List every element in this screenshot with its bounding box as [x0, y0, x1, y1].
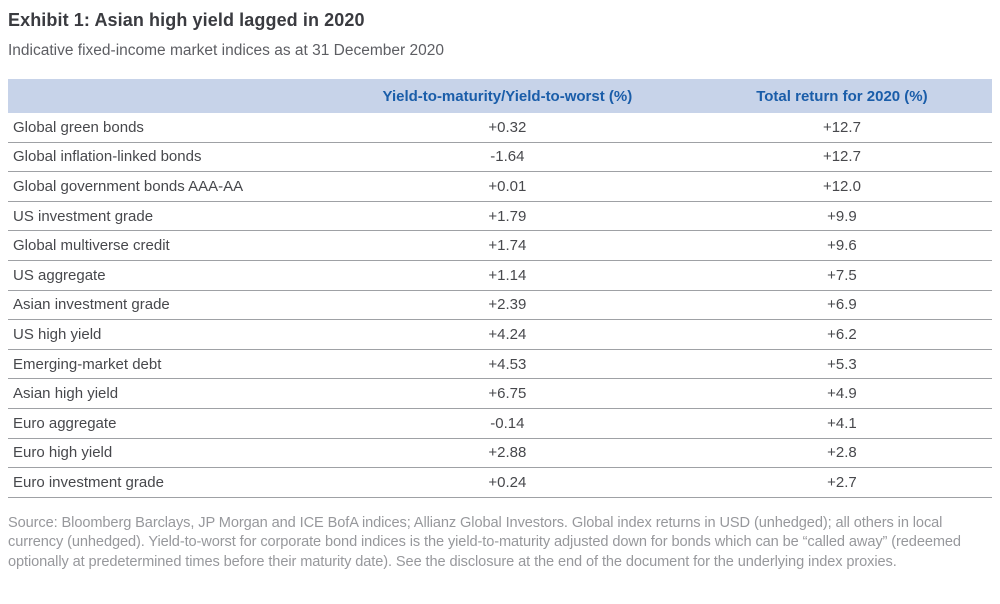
total-return-cell: +5.3: [691, 349, 992, 380]
table-body: Global green bonds +0.32 +12.7 Global in…: [8, 113, 992, 498]
header-yield-to-maturity: Yield-to-maturity/Yield-to-worst (%): [322, 79, 692, 113]
total-return-cell: +2.8: [691, 438, 992, 469]
index-name-cell: US aggregate: [8, 260, 323, 291]
index-name-cell: Asian investment grade: [8, 290, 323, 321]
total-return-cell: +4.9: [691, 379, 992, 409]
table-row: Global green bonds +0.32 +12.7: [8, 113, 992, 143]
yield-to-maturity-cell: +4.24: [322, 320, 692, 350]
index-name-cell: Euro investment grade: [8, 468, 323, 498]
yield-to-maturity-cell: +0.01: [322, 172, 692, 202]
yield-to-maturity-cell: +1.79: [322, 201, 692, 232]
index-name-cell: Global multiverse credit: [8, 231, 323, 261]
total-return-cell: +6.2: [691, 320, 992, 350]
index-name-cell: Global inflation-linked bonds: [8, 142, 323, 173]
index-name-cell: Asian high yield: [8, 379, 323, 409]
header-total-return: Total return for 2020 (%): [691, 79, 992, 113]
table-row: Euro aggregate -0.14 +4.1: [8, 408, 992, 439]
yield-to-maturity-cell: -1.64: [322, 142, 692, 173]
exhibit-subtitle: Indicative fixed-income market indices a…: [8, 42, 444, 59]
total-return-cell: +4.1: [691, 408, 992, 439]
source-note: Source: Bloomberg Barclays, JP Morgan an…: [8, 514, 961, 570]
table-header-row: Yield-to-maturity/Yield-to-worst (%) Tot…: [8, 79, 992, 113]
table-row: Asian investment grade +2.39 +6.9: [8, 290, 992, 321]
yield-to-maturity-cell: +0.32: [322, 113, 692, 143]
yield-to-maturity-cell: +1.74: [322, 231, 692, 261]
table-row: Emerging-market debt +4.53 +5.3: [8, 349, 992, 380]
index-name-cell: US investment grade: [8, 201, 323, 232]
yield-to-maturity-cell: +0.24: [322, 468, 692, 498]
index-name-cell: Euro high yield: [8, 438, 323, 469]
table-row: Global multiverse credit +1.74 +9.6: [8, 231, 992, 261]
total-return-cell: +7.5: [691, 260, 992, 291]
table-row: Euro investment grade +0.24 +2.7: [8, 468, 992, 498]
yield-to-maturity-cell: +4.53: [322, 349, 692, 380]
index-name-cell: Emerging-market debt: [8, 349, 323, 380]
total-return-cell: +6.9: [691, 290, 992, 321]
yield-to-maturity-cell: +6.75: [322, 379, 692, 409]
yield-to-maturity-cell: +2.88: [322, 438, 692, 469]
table-row: Asian high yield +6.75 +4.9: [8, 379, 992, 409]
table-row: US investment grade +1.79 +9.9: [8, 201, 992, 232]
yield-to-maturity-cell: -0.14: [322, 408, 692, 439]
index-name-cell: Global government bonds AAA-AA: [8, 172, 323, 202]
total-return-cell: +9.9: [691, 201, 992, 232]
total-return-cell: +12.7: [691, 113, 992, 143]
yield-to-maturity-cell: +1.14: [322, 260, 692, 291]
table-row: Global inflation-linked bonds -1.64 +12.…: [8, 142, 992, 173]
table-row: US aggregate +1.14 +7.5: [8, 260, 992, 291]
total-return-cell: +2.7: [691, 468, 992, 498]
total-return-cell: +12.7: [691, 142, 992, 173]
index-name-cell: US high yield: [8, 320, 323, 350]
header-index-name: [8, 79, 323, 113]
table-row: Euro high yield +2.88 +2.8: [8, 438, 992, 469]
table-row: Global government bonds AAA-AA +0.01 +12…: [8, 172, 992, 202]
indices-table: Yield-to-maturity/Yield-to-worst (%) Tot…: [8, 79, 992, 498]
exhibit-title: Exhibit 1: Asian high yield lagged in 20…: [8, 10, 365, 30]
yield-to-maturity-cell: +2.39: [322, 290, 692, 321]
table-row: US high yield +4.24 +6.2: [8, 320, 992, 350]
total-return-cell: +12.0: [691, 172, 992, 202]
index-name-cell: Euro aggregate: [8, 408, 323, 439]
index-name-cell: Global green bonds: [8, 113, 323, 143]
total-return-cell: +9.6: [691, 231, 992, 261]
